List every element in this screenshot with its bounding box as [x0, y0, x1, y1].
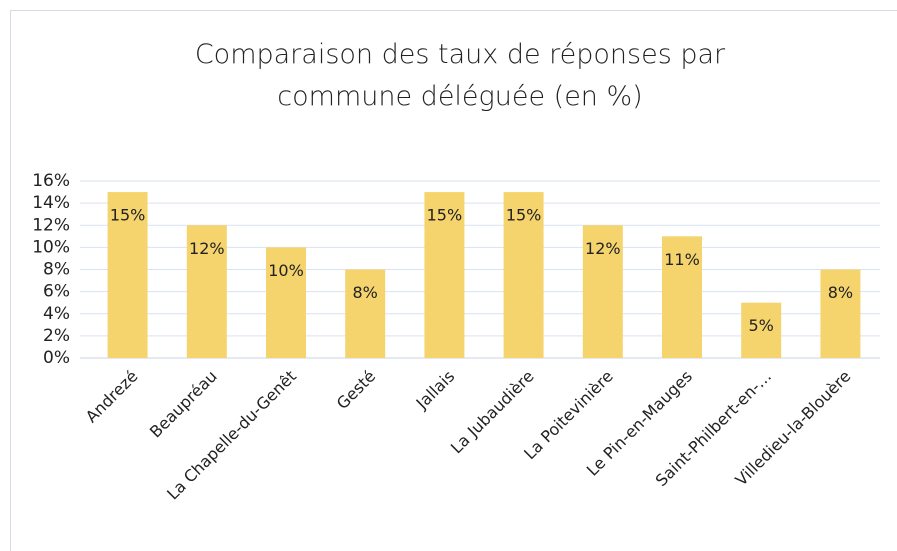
- bar: [662, 236, 702, 358]
- y-tick-label: 16%: [32, 171, 70, 191]
- value-label: 8%: [828, 283, 853, 302]
- x-tick-label: Jallais: [412, 367, 459, 414]
- chart-border: [10, 10, 897, 551]
- bar: [345, 269, 386, 358]
- y-tick-label: 4%: [43, 304, 70, 324]
- y-tick-label: 12%: [32, 215, 70, 235]
- x-tick-label: Andrezé: [82, 367, 142, 427]
- value-label: 11%: [664, 250, 700, 269]
- y-tick-label: 14%: [32, 193, 70, 213]
- y-tick-label: 10%: [32, 237, 70, 257]
- value-label: 8%: [353, 283, 378, 302]
- value-label: 15%: [506, 206, 542, 225]
- bar: [503, 192, 544, 358]
- bar: [186, 225, 227, 358]
- bar: [107, 192, 148, 358]
- value-label: 5%: [749, 316, 774, 335]
- chart-title: Comparaison des taux de réponses par com…: [194, 39, 726, 112]
- value-label: 15%: [427, 206, 463, 225]
- x-tick-label: La Chapelle-du-Genêt: [163, 367, 300, 504]
- value-label: 15%: [110, 206, 146, 225]
- y-tick-label: 8%: [43, 260, 70, 280]
- bar: [582, 225, 623, 358]
- bar: [820, 269, 861, 358]
- y-tick-label: 2%: [43, 326, 70, 346]
- value-label: 10%: [268, 261, 304, 280]
- y-tick-label: 6%: [43, 282, 70, 302]
- bar: [741, 302, 782, 358]
- x-tick-label: Beaupréau: [146, 367, 221, 442]
- x-tick-label: La Jubaudière: [447, 367, 538, 458]
- y-tick-label: 0%: [43, 348, 70, 368]
- value-label: 12%: [585, 239, 621, 258]
- x-tick-label: Gesté: [333, 367, 379, 413]
- bar: [266, 247, 306, 358]
- bar: [424, 192, 465, 358]
- value-label: 12%: [189, 239, 225, 258]
